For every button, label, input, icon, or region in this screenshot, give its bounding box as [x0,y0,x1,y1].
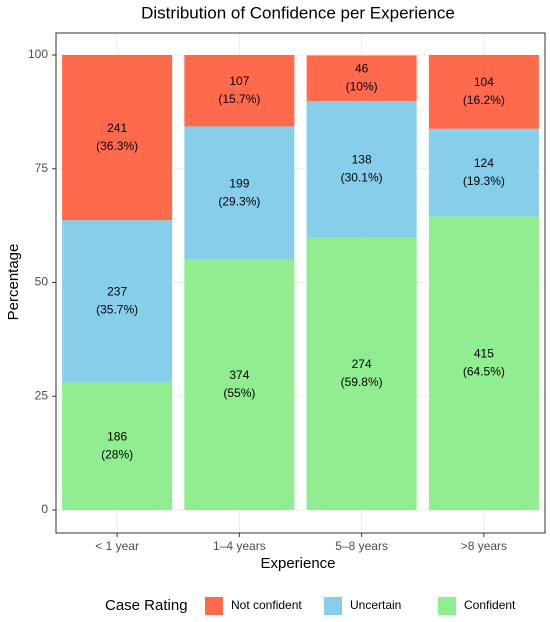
legend-swatch [438,597,456,615]
value-label: (15.7%) [218,92,260,106]
count-label: 186 [107,429,127,443]
bar-segment [184,126,295,260]
y-axis-label: Percentage [5,244,22,321]
x-tick-label: 1–4 years [213,539,266,553]
y-tick-label: 0 [41,502,48,516]
bar-segment [306,55,417,101]
value-label: (16.2%) [463,93,505,107]
count-label: 241 [107,121,127,135]
value-label: (28%) [101,447,133,461]
legend-title: Case Rating [105,597,188,614]
bar-segment [62,382,173,510]
value-label: (55%) [223,386,255,400]
value-label: (30.1%) [341,171,383,185]
count-label: 124 [474,156,494,170]
x-tick-label: 5–8 years [335,539,388,553]
chart-title: Distribution of Confidence per Experienc… [141,3,455,22]
bar-segment [184,259,295,510]
count-label: 199 [229,176,249,190]
value-label: (10%) [346,79,378,93]
legend-label: Uncertain [350,598,401,612]
value-label: (59.8%) [341,375,383,389]
bar-segment [184,55,295,127]
x-tick-label: < 1 year [95,539,139,553]
count-label: 107 [229,74,249,88]
x-axis-label: Experience [260,555,335,572]
value-label: (19.3%) [463,174,505,188]
bar-segment [62,55,173,221]
count-label: 46 [355,61,369,75]
legend-swatch [324,597,342,615]
count-label: 415 [474,346,494,360]
bar-segment [306,237,417,510]
count-label: 374 [229,368,249,382]
value-label: (64.5%) [463,364,505,378]
bar-segment [306,100,417,238]
x-tick-label: >8 years [461,539,507,553]
legend-swatch [205,597,223,615]
count-label: 138 [352,153,372,167]
count-label: 104 [474,75,494,89]
bar-segment [428,55,539,129]
y-tick-label: 50 [35,275,49,289]
plot-border [55,32,546,534]
y-tick-label: 75 [35,161,49,175]
y-tick-label: 25 [35,388,49,402]
value-label: (35.7%) [96,303,138,317]
count-label: 237 [107,285,127,299]
bar-segment [62,220,173,383]
legend-label: Not confident [231,598,302,612]
value-label: (36.3%) [96,139,138,153]
y-tick-label: 100 [28,47,48,61]
count-label: 274 [352,357,372,371]
bar-segment [428,128,539,217]
value-label: (29.3%) [218,194,260,208]
legend-label: Confident [464,598,516,612]
bar-segment [428,216,539,510]
